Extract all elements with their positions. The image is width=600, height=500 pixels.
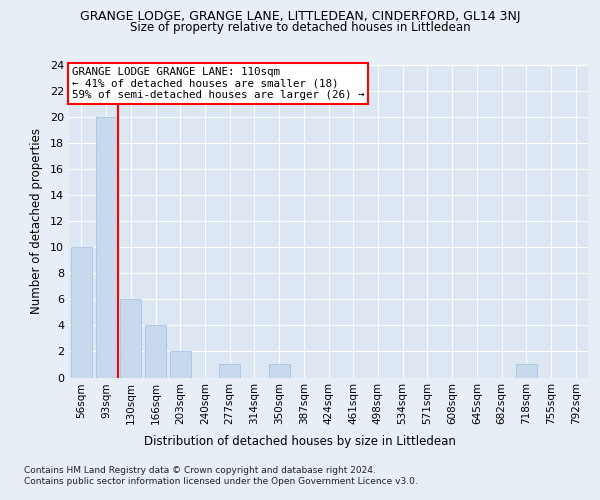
Text: GRANGE LODGE GRANGE LANE: 110sqm
← 41% of detached houses are smaller (18)
59% o: GRANGE LODGE GRANGE LANE: 110sqm ← 41% o… [71, 66, 364, 100]
Bar [170, 352, 191, 378]
Text: Size of property relative to detached houses in Littledean: Size of property relative to detached ho… [130, 22, 470, 35]
Text: Distribution of detached houses by size in Littledean: Distribution of detached houses by size … [144, 435, 456, 448]
Text: GRANGE LODGE, GRANGE LANE, LITTLEDEAN, CINDERFORD, GL14 3NJ: GRANGE LODGE, GRANGE LANE, LITTLEDEAN, C… [80, 10, 520, 23]
Bar [516, 364, 537, 378]
Bar [145, 326, 166, 378]
Bar [269, 364, 290, 378]
Bar [95, 117, 116, 378]
Text: Contains public sector information licensed under the Open Government Licence v3: Contains public sector information licen… [24, 478, 418, 486]
Text: Contains HM Land Registry data © Crown copyright and database right 2024.: Contains HM Land Registry data © Crown c… [24, 466, 376, 475]
Bar [219, 364, 240, 378]
Bar [71, 248, 92, 378]
Y-axis label: Number of detached properties: Number of detached properties [30, 128, 43, 314]
Bar [120, 300, 141, 378]
